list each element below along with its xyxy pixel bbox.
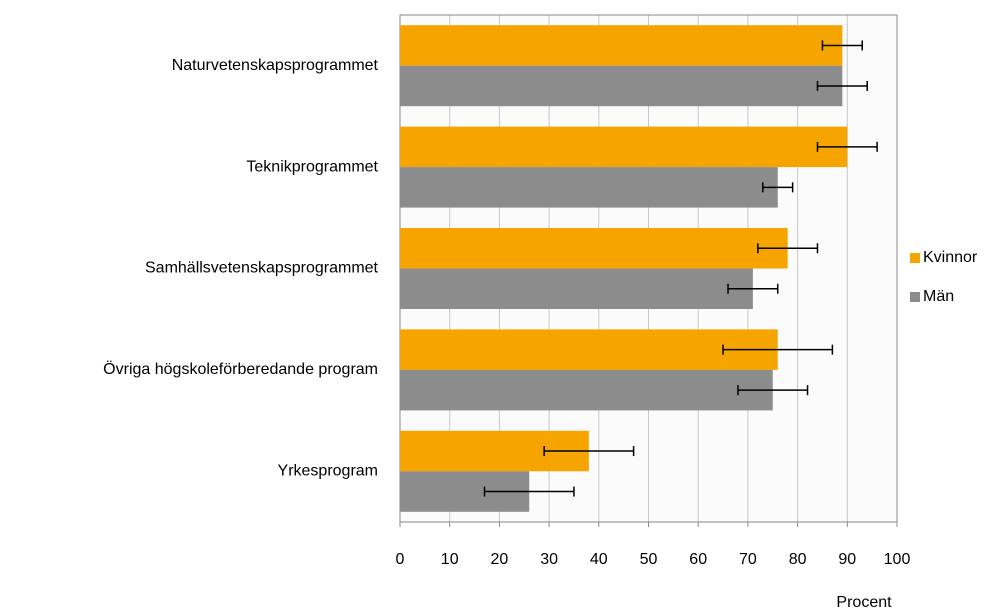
y-tick-label: Naturvetenskapsprogrammet [172, 57, 379, 74]
x-tick-label: 30 [540, 551, 558, 568]
y-tick-label: Yrkesprogram [278, 463, 378, 480]
legend-swatch [910, 253, 920, 263]
x-tick-label: 50 [640, 551, 658, 568]
x-tick-label: 90 [838, 551, 856, 568]
y-tick-label: Teknikprogrammet [246, 158, 378, 175]
x-tick-label: 0 [396, 551, 405, 568]
y-tick-label: Samhällsvetenskapsprogrammet [145, 260, 379, 277]
bar [400, 228, 788, 269]
legend-label: Kvinnor [923, 249, 978, 266]
bar [400, 167, 778, 208]
legend-swatch [910, 292, 920, 302]
bar [400, 369, 773, 411]
bar [400, 268, 753, 309]
bar [400, 25, 843, 66]
x-tick-label: 40 [590, 551, 608, 568]
x-tick-label: 60 [689, 551, 707, 568]
bar [400, 65, 843, 107]
bar [400, 126, 848, 168]
x-tick-label: 10 [441, 551, 459, 568]
bar [400, 329, 778, 370]
x-tick-label: 100 [884, 551, 911, 568]
x-tick-label: 70 [739, 551, 757, 568]
x-tick-label: 80 [789, 551, 807, 568]
x-tick-label: 20 [491, 551, 509, 568]
y-tick-label: Övriga högskoleförberedande program [103, 360, 378, 378]
legend-label: Män [923, 288, 954, 305]
x-axis-label: Procent [836, 594, 892, 610]
